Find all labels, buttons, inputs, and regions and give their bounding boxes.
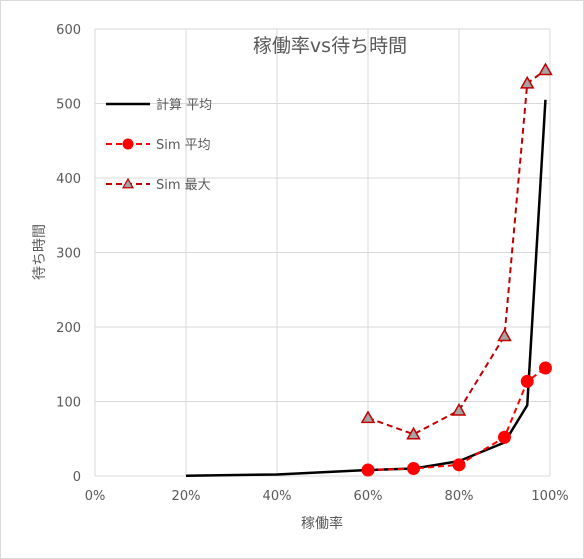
- grid: [94, 28, 551, 477]
- x-axis-label: 稼働率: [301, 515, 343, 532]
- chart-title: 稼働率vs待ち時間: [253, 35, 407, 57]
- plot-area: [185, 62, 553, 477]
- x-tick-label: 40%: [263, 489, 292, 504]
- legend-label-1: Sim 平均: [156, 138, 211, 153]
- series-2-point: [451, 402, 467, 416]
- series-2-point: [519, 75, 535, 89]
- y-tick-label: 500: [56, 98, 81, 113]
- y-tick-label: 300: [56, 247, 81, 262]
- x-tick-label: 80%: [445, 489, 474, 504]
- legend-marker-1: [122, 138, 134, 150]
- legend: 計算 平均 Sim 平均 Sim 最大: [106, 97, 212, 193]
- tick-labels: 0% 20% 40% 60% 80% 100% 0 100 200 300 400 500 600: [56, 23, 568, 504]
- legend-marker-2: [121, 177, 135, 189]
- series-2-point: [360, 410, 376, 424]
- series-1-point: [407, 462, 420, 476]
- x-tick-label: 60%: [354, 489, 383, 504]
- series-1-point: [361, 463, 375, 477]
- legend-label-0: 計算 平均: [156, 97, 212, 113]
- x-tick-label: 0%: [85, 489, 106, 504]
- y-tick-label: 200: [56, 321, 81, 336]
- series-2-point: [406, 426, 421, 440]
- series-2-point: [497, 328, 512, 342]
- y-tick-label: 400: [56, 172, 81, 187]
- series-2-line: [367, 69, 547, 436]
- series-0-line: [185, 99, 547, 477]
- series-1-point: [538, 361, 552, 375]
- series-1-point: [452, 458, 466, 472]
- legend-label-2: Sim 最大: [156, 178, 211, 193]
- series-2-point: [538, 62, 553, 76]
- series-1-point: [498, 430, 511, 444]
- y-axis-label: 待ち時間: [32, 224, 48, 280]
- series-1-point: [520, 374, 534, 388]
- y-tick-label: 600: [56, 23, 81, 38]
- x-tick-label: 100%: [531, 489, 568, 504]
- y-tick-label: 100: [56, 396, 81, 411]
- x-tick-label: 20%: [172, 489, 201, 504]
- y-tick-label: 0: [73, 470, 81, 485]
